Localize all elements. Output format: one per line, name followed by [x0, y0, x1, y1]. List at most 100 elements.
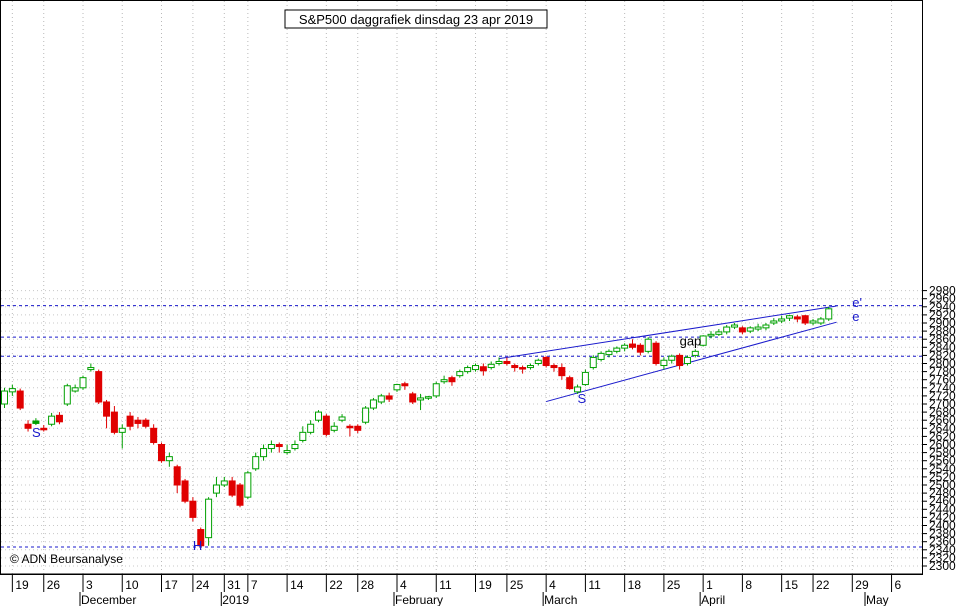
x-tick-label: 11	[439, 578, 452, 592]
y-tick-label: 2780	[929, 365, 956, 379]
candle-body	[409, 393, 417, 403]
candle-body	[511, 365, 519, 369]
candle-body	[817, 318, 825, 324]
candle-body	[825, 308, 833, 320]
candle-body	[432, 383, 440, 397]
y-tick-label: 2840	[929, 340, 956, 354]
candle-body	[236, 484, 244, 506]
candle-body	[299, 431, 307, 441]
y-tick-label: 2420	[929, 510, 956, 524]
candle-body	[205, 498, 213, 539]
candle-body	[32, 420, 40, 424]
candle-body	[809, 320, 817, 324]
x-tick-label: 19	[15, 578, 29, 592]
candle-body	[526, 365, 534, 369]
chart-title: S&P500 daggrafiek dinsdag 23 apr 2019	[299, 12, 533, 27]
candle-body	[142, 419, 150, 427]
candle-body	[126, 415, 134, 427]
candle-body	[487, 363, 495, 369]
month-label: May	[866, 593, 889, 606]
candle-body	[566, 377, 574, 390]
candle-body	[707, 333, 715, 337]
candle-body	[464, 367, 472, 373]
chart-annotation: e'	[852, 295, 862, 310]
candle-body	[715, 331, 723, 335]
candle-body	[456, 371, 464, 377]
candle-body	[16, 390, 24, 409]
month-label: February	[395, 593, 443, 606]
x-tick-label: 6	[895, 578, 902, 592]
candle-body	[158, 444, 165, 462]
candle-body	[597, 352, 605, 360]
candle-body	[786, 315, 793, 319]
y-tick-label: 2980	[929, 284, 956, 298]
x-tick-label: 18	[628, 578, 642, 592]
y-tick-label: 2620	[929, 429, 956, 443]
y-tick-label: 2760	[929, 373, 956, 387]
y-tick-label: 2880	[929, 324, 956, 338]
candle-body	[424, 396, 432, 399]
candle-body	[330, 425, 338, 431]
candle-body	[534, 359, 542, 365]
candle-body	[79, 377, 87, 389]
candle-body	[558, 367, 566, 377]
candle-body	[346, 425, 354, 429]
candle-body	[550, 365, 558, 369]
y-tick-label: 2480	[929, 486, 956, 500]
y-tick-label: 2920	[929, 308, 956, 322]
candle-body	[283, 450, 291, 454]
candle-body	[589, 356, 597, 369]
y-tick-label: 2440	[929, 502, 956, 516]
y-tick-label: 2500	[929, 478, 956, 492]
y-tick-label: 2860	[929, 332, 956, 346]
y-tick-label: 2520	[929, 470, 956, 484]
candle-body	[417, 397, 425, 401]
y-tick-label: 2640	[929, 421, 956, 435]
month-label: December	[81, 593, 136, 606]
candle-body	[228, 480, 236, 496]
candle-body	[613, 347, 621, 352]
candle-body	[362, 407, 370, 423]
candle-body	[377, 395, 385, 403]
candle-body	[87, 367, 95, 371]
candle-body	[629, 343, 636, 348]
trendline	[498, 305, 837, 360]
candle-body	[652, 342, 660, 364]
candle-body	[118, 427, 126, 433]
candle-body	[754, 326, 762, 330]
candle-body	[71, 387, 79, 392]
chart-title-box: S&P500 daggrafiek dinsdag 23 apr 2019	[284, 9, 548, 29]
candle-body	[519, 367, 527, 370]
candle-body	[503, 360, 511, 365]
y-tick-label: 2600	[929, 438, 956, 452]
candle-body	[275, 444, 283, 448]
y-tick-label: 2820	[929, 348, 956, 362]
candle-body	[189, 500, 197, 518]
candle-body	[542, 356, 550, 367]
candle-body	[197, 529, 205, 547]
candle-body	[770, 320, 778, 324]
candle-body	[668, 355, 676, 361]
y-tick-label: 2360	[929, 535, 956, 549]
chart-annotation: H	[193, 538, 202, 553]
y-tick-label: 2900	[929, 316, 956, 330]
copyright-label: © ADN Beursanalyse	[10, 552, 123, 566]
y-tick-label: 2460	[929, 494, 956, 508]
candle-body	[173, 466, 181, 486]
candle-body	[581, 371, 589, 386]
candle-body	[574, 386, 582, 393]
candle-body	[401, 383, 409, 387]
x-tick-label: 10	[125, 578, 139, 592]
y-tick-label: 2380	[929, 527, 956, 541]
candle-body	[393, 384, 401, 391]
candle-body	[134, 419, 142, 424]
candle-body	[660, 359, 668, 367]
candle-body	[95, 371, 103, 403]
candle-body	[252, 456, 260, 470]
candle-body	[738, 327, 746, 333]
candle-body	[103, 401, 111, 417]
candle-body	[801, 315, 809, 324]
x-tick-label: 11	[588, 578, 601, 592]
